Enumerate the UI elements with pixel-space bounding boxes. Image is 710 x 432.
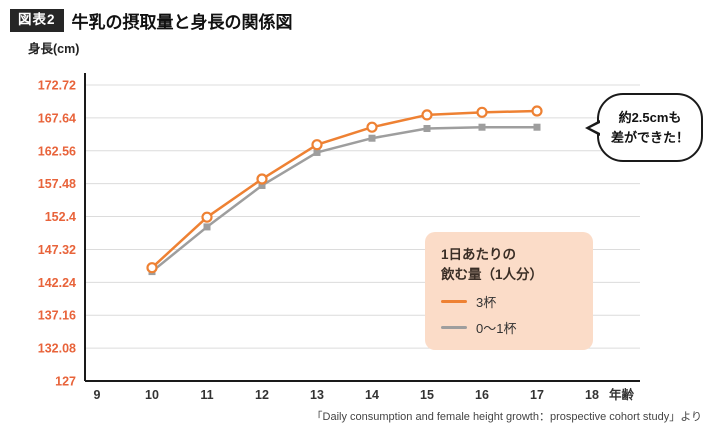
marker-circle — [476, 106, 488, 118]
figure-title: 牛乳の摂取量と身長の関係図 — [71, 13, 293, 32]
marker-square — [478, 123, 486, 131]
x-tick-label: 12 — [255, 388, 269, 402]
y-tick-label: 167.64 — [38, 111, 76, 125]
y-tick-label: 127 — [55, 375, 76, 389]
x-tick-label: 16 — [475, 388, 489, 402]
x-tick-label: 18 — [585, 388, 599, 402]
y-tick-label: 157.48 — [38, 177, 76, 191]
marker-square — [313, 148, 321, 156]
marker-square — [423, 125, 431, 133]
marker-circle — [201, 211, 213, 223]
marker-circle — [311, 139, 323, 151]
marker-circle — [531, 105, 543, 117]
legend-label-3cups: 3杯 — [476, 295, 497, 311]
x-tick-label: 13 — [310, 388, 324, 402]
annotation-bubble: 約2.5cmも 差ができた！ — [585, 93, 703, 162]
series-line-1 — [150, 125, 539, 273]
y-axis-title: 身長(cm) — [28, 42, 80, 56]
y-tick-label: 162.56 — [38, 144, 76, 158]
legend: 1日あたりの 飲む量（1人分） 3杯 0〜1杯 — [425, 232, 593, 351]
series-line-0 — [150, 109, 539, 269]
marker-circle — [366, 121, 378, 133]
marker-square — [258, 181, 266, 189]
figure-header: 図表2 牛乳の摂取量と身長の関係図 — [10, 8, 293, 33]
x-tick-label: 10 — [145, 388, 159, 402]
legend-label-0-1cups: 0〜1杯 — [476, 321, 517, 337]
marker-square — [368, 134, 376, 142]
y-tick-label: 172.72 — [38, 79, 76, 93]
marker-circle — [146, 262, 158, 274]
legend-title: 1日あたりの 飲む量（1人分） — [441, 247, 544, 282]
legend-swatch-orange — [441, 300, 467, 304]
x-tick-label: 17 — [530, 388, 544, 402]
y-tick-label: 147.32 — [38, 243, 76, 257]
line-chart: 127 132.08 137.16 142.24 147.32 152.4 157.48 16… — [38, 73, 640, 402]
y-tick-label: 137.16 — [38, 309, 76, 323]
y-tick-label: 132.08 — [38, 342, 76, 356]
x-tick-label: 11 — [200, 388, 213, 402]
legend-item-3cups: 3杯 — [441, 292, 577, 311]
x-tick-label: 14 — [365, 388, 379, 402]
x-tick-label: 9 — [94, 388, 101, 402]
legend-swatch-gray — [441, 326, 467, 330]
chart-area: 127 132.08 137.16 142.24 147.32 152.4 157.48 16… — [6, 52, 704, 410]
figure-badge: 図表2 — [10, 9, 64, 32]
source-citation: 「Daily consumption and female height gro… — [311, 411, 702, 423]
annotation-text: 約2.5cmも 差ができた！ — [610, 110, 689, 145]
marker-square — [203, 223, 211, 231]
y-tick-label: 142.24 — [38, 276, 76, 290]
y-tick-label: 152.4 — [45, 210, 76, 224]
marker-square — [533, 123, 541, 131]
legend-item-0-1cups: 0〜1杯 — [441, 318, 577, 337]
x-tick-label: 15 — [420, 388, 434, 402]
marker-circle — [421, 109, 433, 121]
x-axis-title: 年齢 — [609, 387, 635, 402]
marker-circle — [256, 173, 268, 185]
